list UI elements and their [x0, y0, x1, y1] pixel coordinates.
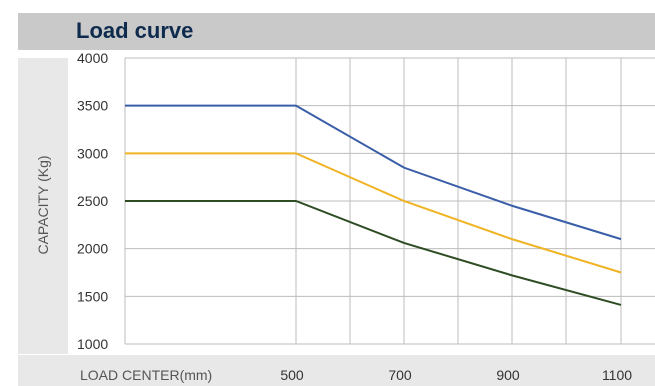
series-line-3	[125, 200, 622, 306]
y-axis-band	[18, 58, 68, 354]
y-tick-label: 2000	[77, 241, 108, 257]
y-tick-label: 2500	[77, 193, 108, 209]
y-tick-label: 3000	[77, 145, 108, 161]
series-line-2	[125, 152, 622, 274]
series-line-1	[125, 104, 622, 241]
x-tick-label: 1100	[602, 367, 632, 383]
x-axis-title: LOAD CENTER(mm)	[80, 367, 212, 383]
y-tick-label: 1000	[77, 336, 108, 352]
y-tick-label: 3500	[77, 98, 108, 114]
y-tick-label: 1500	[77, 288, 108, 304]
y-tick-label: 4000	[77, 50, 108, 66]
x-tick-label: 700	[388, 367, 412, 383]
x-tick-label: 900	[496, 367, 520, 383]
series-group	[125, 104, 622, 306]
x-tick-label: 500	[280, 367, 304, 383]
y-axis-title: CAPACITY (Kg)	[35, 155, 51, 254]
y-ticks: 1000 1500 2000 2500 3000 3500 4000	[77, 50, 108, 352]
header-band	[18, 13, 655, 50]
chart-title: Load curve	[76, 18, 194, 43]
x-ticks: 500 700 900 1100	[280, 367, 632, 383]
x-axis-band	[18, 355, 655, 386]
